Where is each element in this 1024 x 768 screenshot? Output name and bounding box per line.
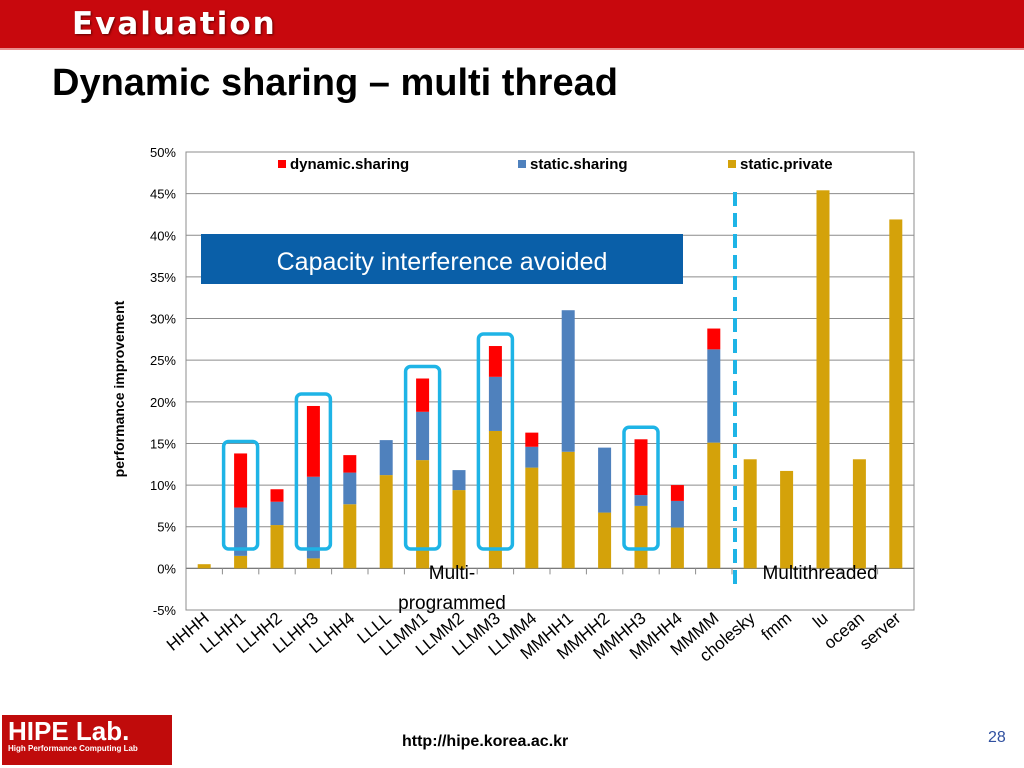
bar-segment: [234, 555, 248, 569]
legend-swatch: [728, 160, 736, 168]
bar-segment: [452, 470, 466, 491]
plot-area: [185, 151, 915, 611]
bar-segment: [634, 495, 648, 506]
bar-segment: [780, 470, 794, 569]
y-tick-label: 25%: [150, 353, 176, 368]
annotation-text: Capacity interference avoided: [277, 248, 608, 276]
page-number: 28: [988, 729, 1006, 746]
group-label-multiprogrammed: Multi-programmed: [398, 563, 506, 614]
bar-segment: [525, 432, 539, 447]
x-tick-label: fmm: [758, 609, 796, 645]
bar-segment: [634, 505, 648, 569]
highlight-box: [221, 439, 260, 551]
highlight-box: [476, 332, 515, 551]
bar-segment: [343, 504, 357, 569]
section-title: Evaluation: [72, 6, 277, 42]
bar-segment: [306, 405, 320, 477]
highlight-box: [622, 425, 660, 551]
bar-segment: [670, 500, 684, 528]
bar-segment: [270, 501, 284, 526]
legend-swatch: [518, 160, 526, 168]
bar-segment: [488, 346, 502, 377]
x-tick-label: ocean: [820, 609, 868, 653]
bar-segment: [452, 490, 466, 569]
x-tick-label: lu: [809, 609, 831, 632]
y-tick-label: 50%: [150, 145, 176, 160]
annotation-banner: [201, 234, 683, 284]
y-tick-label: 15%: [150, 436, 176, 451]
legend-label: static.sharing: [530, 156, 628, 173]
bar-segment: [197, 564, 211, 569]
bar-segment: [634, 439, 648, 496]
y-tick-label: 10%: [150, 478, 176, 493]
bar-segment: [416, 411, 430, 461]
stacked-bar-chart: -5%0%5%10%15%20%25%30%35%40%45%50%HHHHLL…: [111, 145, 915, 666]
bar-segment: [743, 459, 757, 569]
footer-url[interactable]: http://hipe.korea.ac.kr: [402, 733, 569, 750]
bar-segment: [707, 349, 721, 443]
legend-label: static.private: [740, 156, 833, 173]
bar-segment: [270, 525, 284, 569]
highlight-box: [403, 364, 442, 551]
slide-title: Dynamic sharing – multi thread: [52, 62, 618, 104]
bar-segment: [525, 467, 539, 569]
y-tick-label: -5%: [153, 603, 177, 618]
bar-segment: [816, 190, 830, 569]
highlight-box: [294, 392, 333, 551]
logo-text: HIPE Lab.: [8, 716, 130, 746]
bar-segment: [416, 378, 430, 412]
bar-segment: [561, 451, 575, 569]
y-tick-label: 5%: [157, 520, 176, 535]
bar-segment: [852, 459, 866, 569]
bar-segment: [416, 460, 430, 569]
y-tick-label: 35%: [150, 270, 176, 285]
bar-segment: [561, 310, 575, 452]
bar-segment: [488, 430, 502, 569]
legend-label: dynamic.sharing: [290, 156, 409, 173]
group-label-multithreaded: Multithreaded: [762, 563, 877, 584]
y-tick-label: 0%: [157, 561, 176, 576]
title-bar: Evaluation: [0, 0, 1024, 50]
bar-segment: [670, 485, 684, 501]
bar-segment: [379, 475, 393, 569]
y-axis-title: performance improvement: [111, 300, 127, 477]
bar-segment: [343, 472, 357, 505]
lab-logo: HIPE Lab. High Performance Computing Lab: [2, 715, 172, 765]
y-tick-label: 40%: [150, 228, 176, 243]
y-tick-label: 45%: [150, 187, 176, 202]
bar-segment: [889, 219, 903, 569]
y-tick-label: 20%: [150, 395, 176, 410]
bar-segment: [670, 527, 684, 569]
bar-segment: [306, 476, 320, 559]
bar-segment: [707, 442, 721, 569]
bar-segment: [234, 453, 248, 508]
bar-segment: [707, 328, 721, 350]
bar-segment: [343, 455, 357, 473]
bar-segment: [379, 440, 393, 476]
bar-segment: [306, 558, 320, 569]
bar-segment: [270, 489, 284, 502]
legend-swatch: [278, 160, 286, 168]
bar-segment: [488, 376, 502, 431]
bar-segment: [525, 446, 539, 468]
logo-subtitle: High Performance Computing Lab: [8, 744, 138, 753]
bar-segment: [598, 512, 612, 569]
bar-segment: [234, 507, 248, 556]
bar-segment: [598, 447, 612, 513]
y-tick-label: 30%: [150, 312, 176, 327]
x-tick-label: server: [856, 608, 905, 653]
